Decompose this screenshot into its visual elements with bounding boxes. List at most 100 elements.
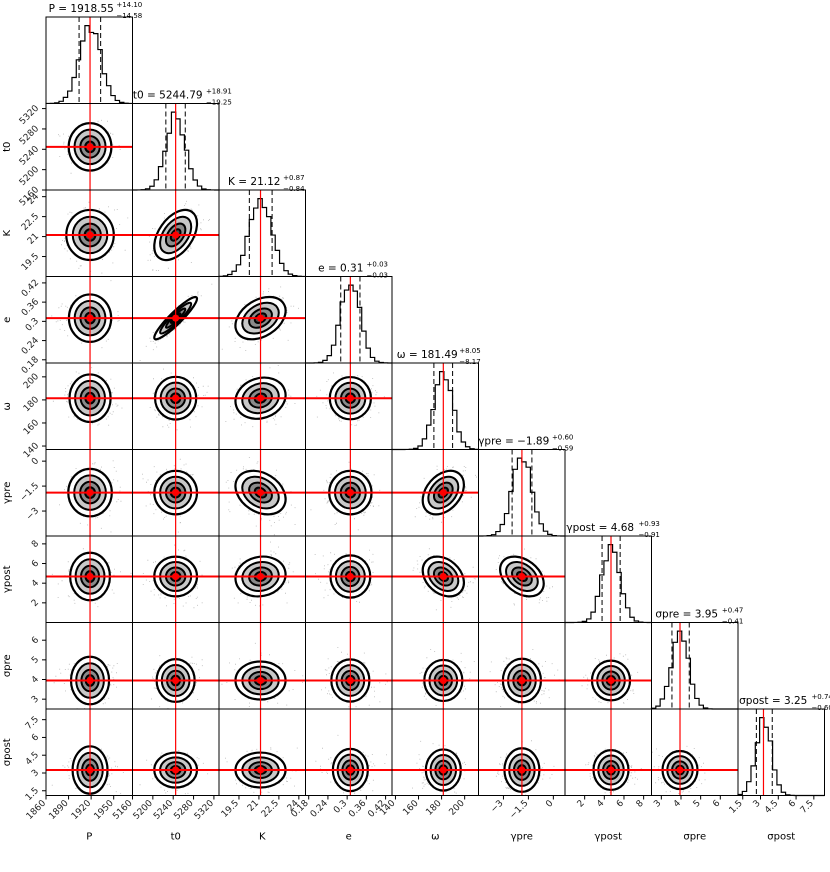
x-tick-label: 5 [692, 799, 703, 810]
truth-point [86, 231, 94, 239]
truth-point [607, 766, 615, 774]
x-tick-label: 4.5 [763, 799, 780, 816]
title-plus-P: +14.10 [116, 1, 142, 9]
histogram-omega: ω = 181.49 +8.05 −8.17 [391, 347, 481, 451]
y-tick-label: 0.24 [20, 335, 41, 356]
y-tick-label: 4 [30, 578, 41, 589]
truth-point [257, 766, 265, 774]
panel-gamma_pre-gamma_post [478, 535, 566, 623]
title-minus-gamma_post: −0.91 [638, 531, 659, 539]
histogram-gamma_pre: γpre = −1.89 +0.60 −0.59 [477, 434, 573, 537]
panel-e-sigma_pre [305, 622, 393, 710]
x-tick-label: −3 [489, 799, 505, 815]
y-tick-label: 7.5 [24, 715, 41, 732]
truth-point [607, 676, 615, 684]
title-minus-sigma_post: −0.60 [811, 704, 830, 712]
x-tick-label: −1.5 [508, 799, 531, 822]
title-P: P = 1918.55 [49, 3, 114, 15]
panel-P-K [45, 189, 133, 277]
y-tick-label: 4.5 [24, 750, 41, 767]
truth-point [86, 143, 94, 151]
scatter-points [585, 748, 642, 794]
y-tick-label: 0.42 [20, 278, 41, 299]
histogram-sigma_pre: σpre = 3.95 +0.47 −0.41 [650, 607, 743, 710]
truth-point [86, 314, 94, 322]
title-gamma_pre: γpre = −1.89 [478, 436, 549, 448]
histogram-t0: t0 = 5244.79 +18.91 −19.25 [131, 88, 232, 191]
y-tick-label: 5320 [18, 103, 41, 126]
y-axis-label-gamma_post: γpost [2, 565, 13, 593]
y-tick-label: 8 [30, 539, 41, 550]
truth-point [257, 314, 265, 322]
y-axis-label-t0: t0 [2, 142, 13, 152]
x-axis-gamma_post: 2 4 6 8 γpost [576, 795, 646, 843]
panel-K-omega [218, 362, 306, 450]
truth-point [86, 766, 94, 774]
y-axis-label-K: K [2, 230, 13, 237]
title-minus-P: −14.58 [116, 12, 142, 20]
y-tick-label: 6 [30, 732, 41, 743]
truth-point [172, 231, 180, 239]
panel-e-omega [305, 362, 393, 450]
x-axis-e: 0.180.24 0.30.360.42e [290, 795, 388, 843]
truth-point [86, 572, 94, 580]
x-axis-label-sigma_post: σpost [767, 832, 795, 843]
title-K: K = 21.12 [228, 176, 280, 188]
y-axis-gamma_post: 2 4 6 8 γpost [2, 539, 46, 609]
histogram-steps [564, 544, 653, 624]
truth-point [518, 766, 526, 774]
panel-t0-K [132, 189, 220, 277]
x-tick-label: 6 [615, 798, 626, 809]
title-plus-sigma_pre: +0.47 [722, 607, 743, 615]
panel-P-omega [45, 362, 133, 450]
y-tick-label: 19.5 [20, 252, 41, 273]
x-tick-label: 4 [595, 798, 606, 809]
title-plus-gamma_pre: +0.60 [552, 434, 573, 442]
x-axis-label-gamma_pre: γpre [511, 832, 533, 843]
histogram-P: P = 1918.55 +14.10 −14.58 [45, 1, 142, 105]
histogram-gamma_post: γpost = 4.68 +0.93 −0.91 [564, 520, 660, 624]
y-tick-label: 22.5 [20, 212, 41, 233]
y-tick-label: 0.18 [20, 355, 41, 376]
panel-P-gamma_pre [45, 449, 133, 537]
x-tick-label: 0 [544, 798, 555, 809]
truth-point [439, 489, 447, 497]
panel-t0-e [132, 276, 220, 364]
y-tick-label: −3 [25, 506, 41, 522]
panel-t0-sigma_post [132, 708, 220, 796]
histogram-steps [737, 717, 825, 797]
y-tick-label: 6 [30, 635, 41, 646]
title-plus-omega: +8.05 [459, 347, 480, 355]
panel-t0-omega [132, 362, 220, 450]
x-tick-label: 7.5 [799, 799, 816, 816]
truth-point [346, 572, 354, 580]
title-minus-e: −0.03 [367, 272, 388, 280]
truth-point [518, 676, 526, 684]
x-axis-label-P: P [86, 832, 92, 843]
truth-point [86, 394, 94, 402]
panel-P-gamma_post [45, 535, 133, 623]
title-sigma_pre: σpre = 3.95 [655, 609, 718, 621]
x-tick-label: 4 [672, 798, 683, 809]
x-axis-label-e: e [346, 832, 352, 843]
y-tick-label: 160 [22, 418, 41, 437]
panel-P-t0 [45, 103, 133, 191]
y-tick-label: −1.5 [19, 481, 42, 504]
truth-point [257, 572, 265, 580]
panel-K-e [218, 276, 306, 364]
panel-sigma_pre-sigma_post [651, 708, 739, 796]
y-axis-label-gamma_pre: γpre [2, 482, 13, 504]
truth-point [172, 314, 180, 322]
title-sigma_post: σpost = 3.25 [739, 695, 807, 707]
panel-t0-gamma_pre [132, 449, 220, 537]
truth-point [86, 489, 94, 497]
panel-omega-gamma_pre [391, 449, 479, 537]
truth-point [86, 676, 94, 684]
